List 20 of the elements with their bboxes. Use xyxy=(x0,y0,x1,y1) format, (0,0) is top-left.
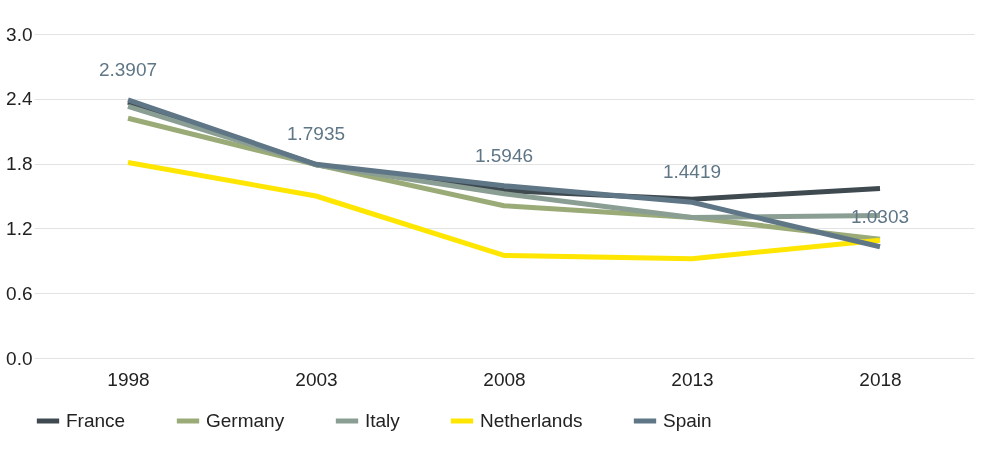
legend-label: Italy xyxy=(365,410,401,431)
data-label: 1.5946 xyxy=(474,144,534,166)
data-label: 2.3907 xyxy=(98,58,158,80)
y-tick-label: 1.8 xyxy=(6,153,33,175)
x-tick-label: 1998 xyxy=(107,368,150,390)
legend-label: France xyxy=(66,410,126,431)
x-tick-label: 2018 xyxy=(859,368,902,390)
x-tick-label: 2013 xyxy=(671,368,714,390)
legend-label: Netherlands xyxy=(480,410,583,431)
y-tick-label: 3.0 xyxy=(6,23,33,45)
y-tick-label: 0.6 xyxy=(6,282,33,304)
legend-label: Germany xyxy=(206,410,285,431)
x-tick-label: 2003 xyxy=(295,368,338,390)
data-label: 1.7935 xyxy=(286,123,346,145)
x-tick-label: 2008 xyxy=(483,368,526,390)
legend-label: Spain xyxy=(663,410,712,431)
y-tick-label: 2.4 xyxy=(6,88,33,110)
data-label: 1.4419 xyxy=(662,161,722,183)
y-tick-label: 1.2 xyxy=(6,217,33,239)
y-tick-label: 0.0 xyxy=(6,347,33,369)
